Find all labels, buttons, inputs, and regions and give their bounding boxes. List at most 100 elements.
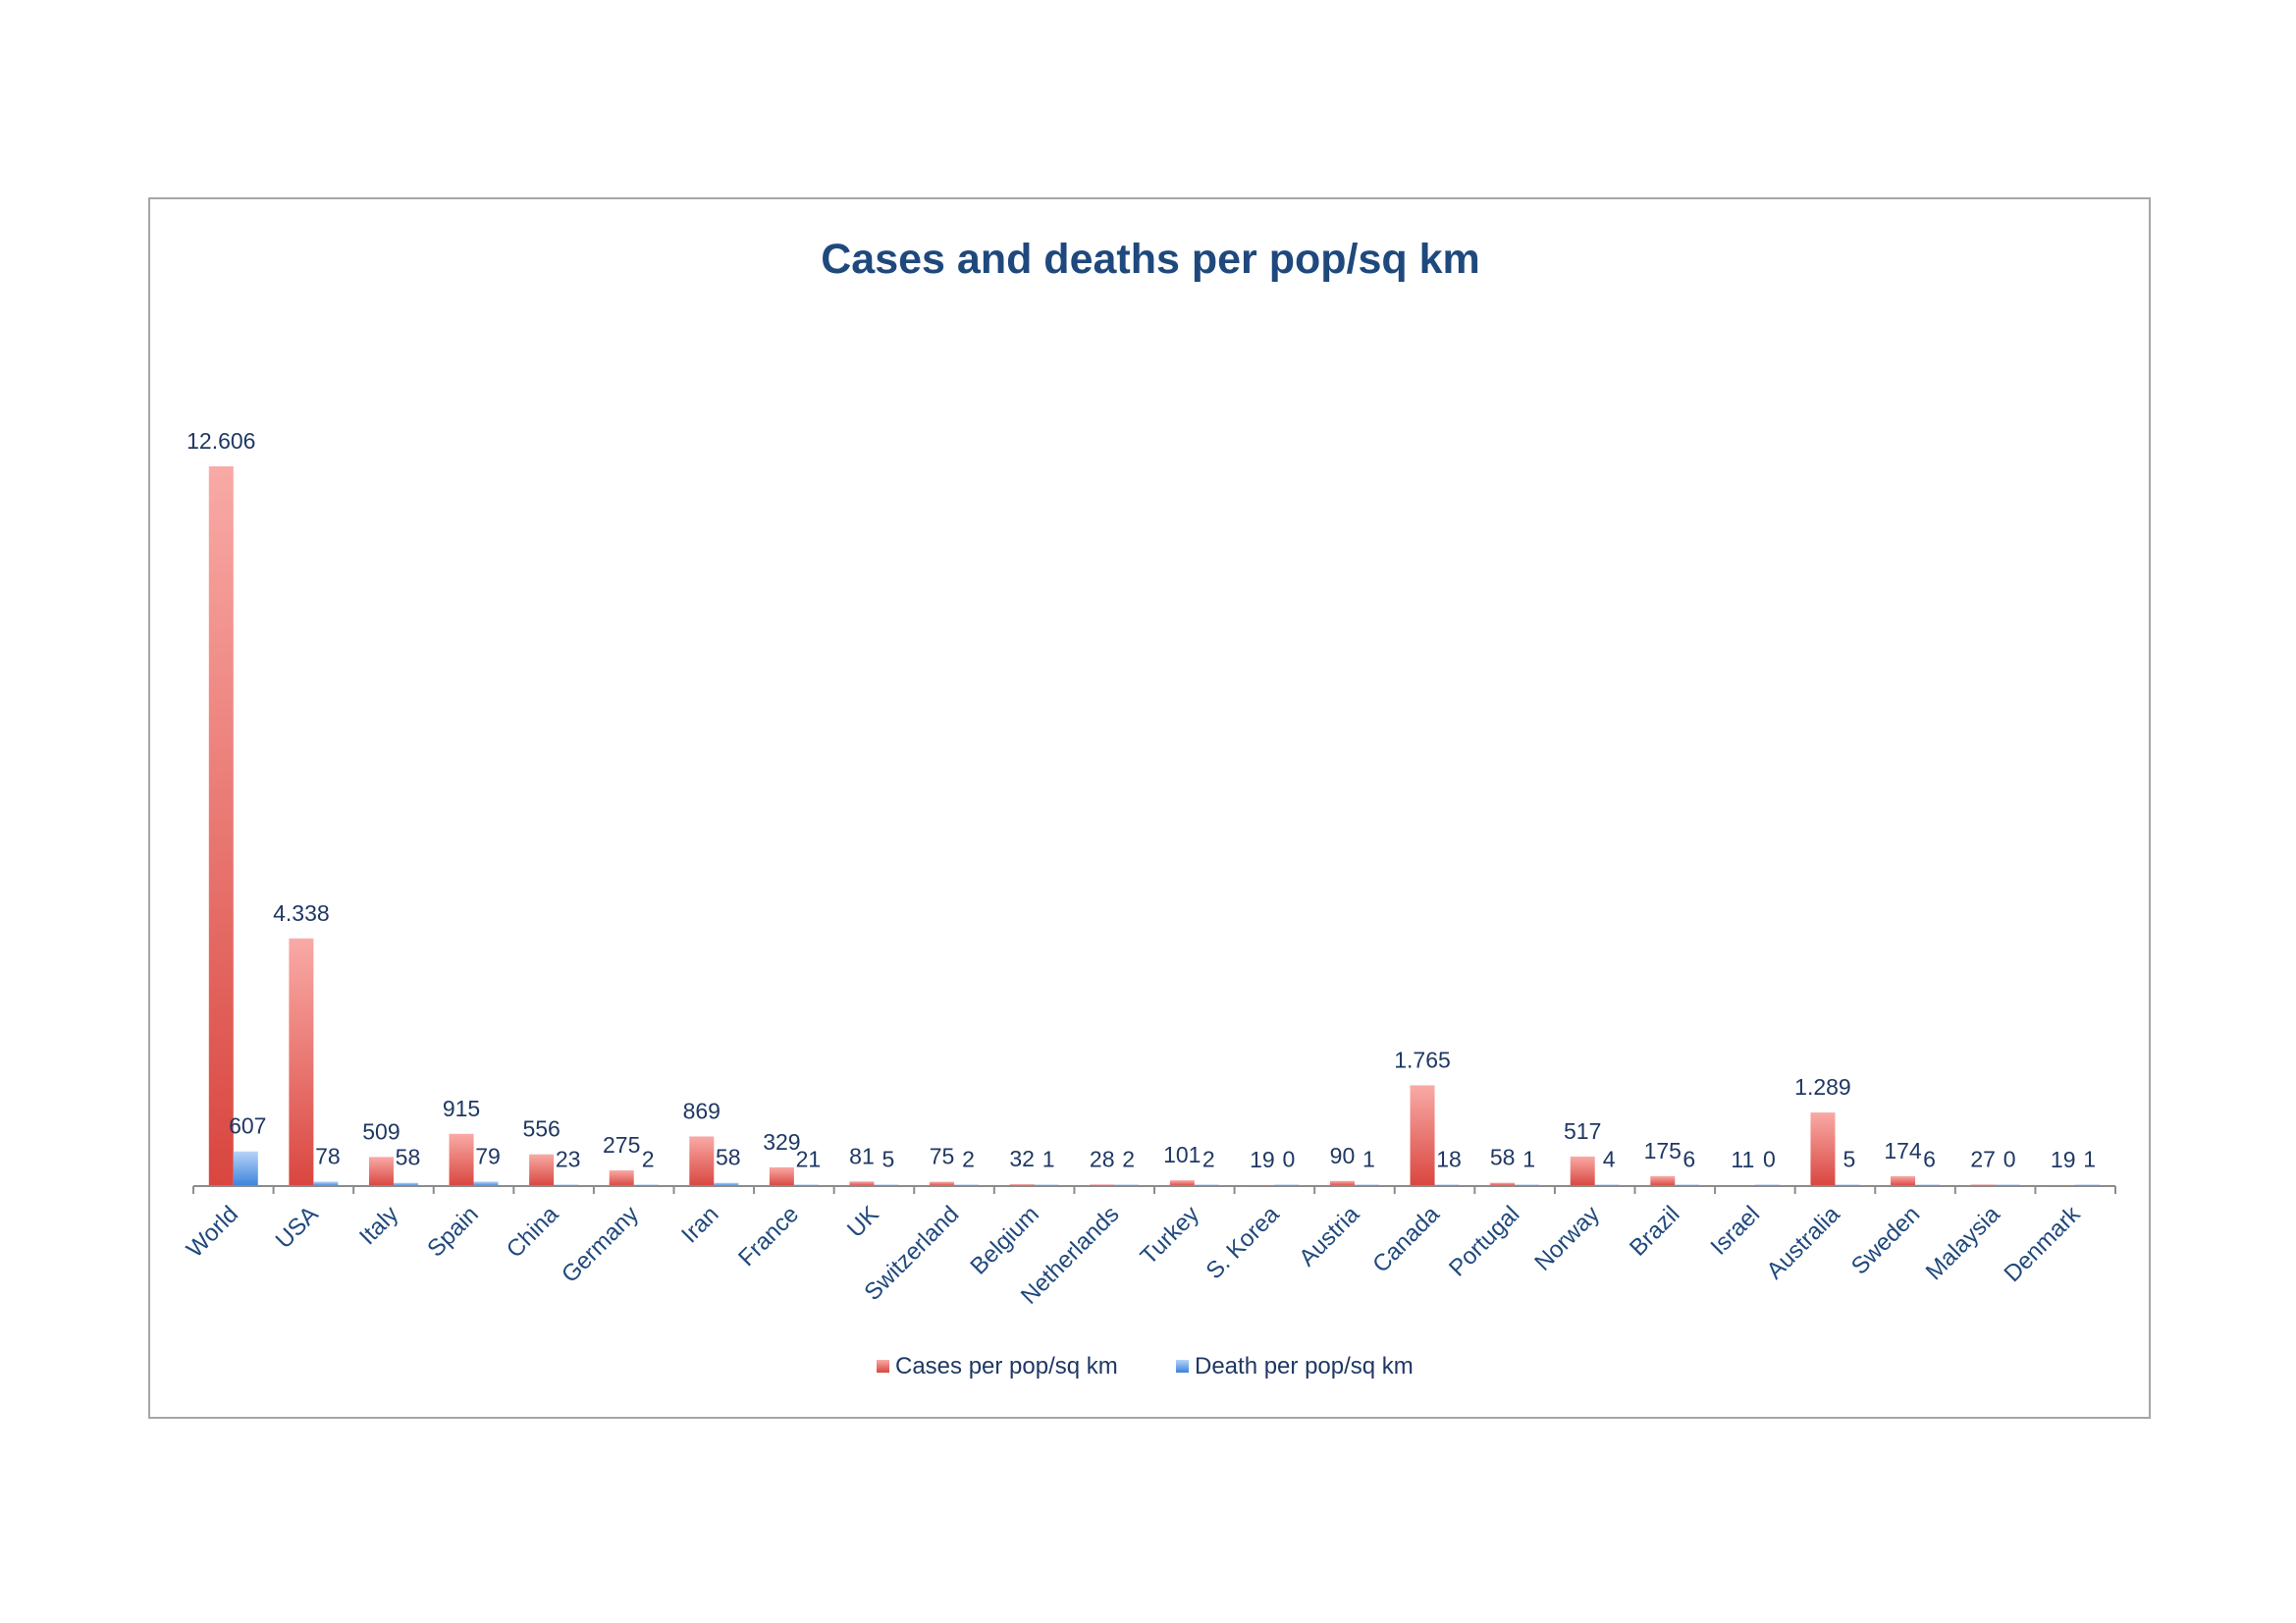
x-tick-label: China [502,1201,564,1264]
data-label-cases: 101 [1163,1142,1201,1167]
data-label-cases: 869 [683,1098,721,1123]
data-label-deaths: 2 [1202,1147,1215,1172]
bar-cases-iran [689,1136,715,1186]
bar-cases-portugal [1490,1182,1516,1186]
bar-cases-usa [289,938,314,1186]
data-label-deaths: 6 [1923,1147,1936,1172]
x-tick-label: Israel [1706,1201,1766,1261]
data-label-deaths: 0 [1282,1147,1295,1172]
bar-deaths-usa [313,1181,339,1186]
bar-deaths-iran [714,1182,739,1186]
data-label-cases: 11 [1731,1147,1754,1172]
data-label-deaths: 6 [1682,1147,1695,1172]
data-label-cases: 329 [763,1129,800,1155]
data-label-cases: 12.606 [187,428,255,454]
data-label-cases: 556 [522,1116,560,1142]
x-tick-label: France [733,1201,804,1271]
bar-deaths-italy [393,1182,418,1186]
data-label-deaths: 0 [1763,1147,1776,1172]
bar-cases-china [529,1154,555,1186]
bar-cases-canada [1410,1085,1435,1186]
bar-cases-italy [368,1157,394,1186]
x-tick-label: Belgium [965,1201,1043,1279]
x-tick-label: Spain [422,1201,484,1263]
data-label-cases: 517 [1564,1118,1601,1144]
x-tick-label: Brazil [1625,1201,1685,1262]
data-label-cases: 1.765 [1394,1047,1451,1072]
data-label-deaths: 2 [1122,1147,1135,1172]
x-tick-label: UK [842,1201,884,1243]
data-label-deaths: 21 [796,1147,822,1172]
bar-cases-australia [1810,1112,1836,1186]
bar-deaths-spain [473,1181,499,1186]
data-label-deaths: 1 [1362,1147,1375,1172]
data-label-cases: 75 [930,1144,955,1169]
bar-cases-switzerland [930,1181,955,1186]
x-tick-label: Malaysia [1921,1201,2006,1286]
data-label-cases: 275 [603,1132,640,1158]
data-label-deaths: 0 [2003,1147,2016,1172]
legend-swatch-cases [877,1360,889,1373]
data-label-cases: 81 [849,1143,875,1168]
x-tick-label: S. Korea [1201,1201,1285,1285]
chart-title: Cases and deaths per pop/sq km [821,236,1479,283]
data-label-cases: 58 [1490,1145,1516,1170]
x-tick-label: World [182,1201,243,1263]
data-label-deaths: 2 [962,1147,975,1172]
bar-cases-turkey [1169,1180,1195,1186]
data-label-deaths: 5 [882,1147,895,1172]
x-tick-label: Denmark [2000,1200,2087,1287]
data-label-deaths: 5 [1843,1147,1856,1172]
x-tick-label: Turkey [1136,1201,1204,1270]
x-tick-label: Germany [557,1201,644,1288]
bar-cases-brazil [1650,1175,1676,1186]
data-label-cases: 174 [1884,1138,1922,1163]
bar-cases-spain [449,1133,474,1186]
data-label-deaths: 79 [475,1143,501,1168]
data-label-deaths: 58 [396,1145,421,1170]
data-label-cases: 19 [1250,1147,1275,1172]
data-label-deaths: 78 [315,1143,341,1168]
bars-group: 12.6066074.33878509589157955623275286958… [187,428,2101,1186]
x-tick-label: Australia [1762,1201,1846,1285]
bar-deaths-world [233,1151,258,1186]
data-label-deaths: 1 [2083,1147,2096,1172]
bar-cases-sweden [1891,1175,1916,1186]
data-label-deaths: 18 [1436,1147,1462,1172]
data-label-cases: 175 [1644,1138,1682,1163]
data-label-deaths: 58 [716,1145,741,1170]
x-tick-label: Norway [1529,1201,1605,1276]
data-label-cases: 1.289 [1794,1074,1851,1100]
data-label-deaths: 607 [229,1113,266,1139]
x-tick-label: Austria [1294,1201,1364,1271]
data-label-deaths: 1 [1522,1147,1535,1172]
x-tick-label: Canada [1367,1201,1445,1278]
chart-frame [148,197,2151,1419]
legend-label-cases: Cases per pop/sq km [895,1353,1118,1380]
x-tick-label: Sweden [1846,1201,1925,1279]
data-label-cases: 509 [362,1118,400,1144]
data-label-deaths: 23 [556,1147,581,1172]
data-label-cases: 19 [2051,1147,2076,1172]
x-tick-label: Portugal [1444,1201,1524,1281]
data-label-cases: 27 [1970,1146,1996,1171]
x-tick-label: Italy [354,1201,403,1250]
bar-cases-norway [1570,1156,1595,1186]
data-label-cases: 915 [443,1096,480,1121]
legend-label-deaths: Death per pop/sq km [1195,1353,1414,1380]
bar-cases-germany [609,1170,634,1186]
data-label-deaths: 4 [1603,1147,1616,1172]
data-label-cases: 32 [1009,1146,1035,1171]
data-label-cases: 90 [1330,1143,1356,1168]
data-label-cases: 28 [1090,1146,1115,1171]
x-tick-label: USA [271,1201,324,1254]
bar-cases-austria [1329,1180,1355,1186]
x-tick-label: Iran [676,1201,723,1248]
data-label-deaths: 1 [1042,1147,1055,1172]
bar-cases-uk [849,1181,875,1186]
bar-cases-france [769,1166,794,1186]
data-label-cases: 4.338 [273,900,330,926]
bar-cases-world [208,466,234,1186]
